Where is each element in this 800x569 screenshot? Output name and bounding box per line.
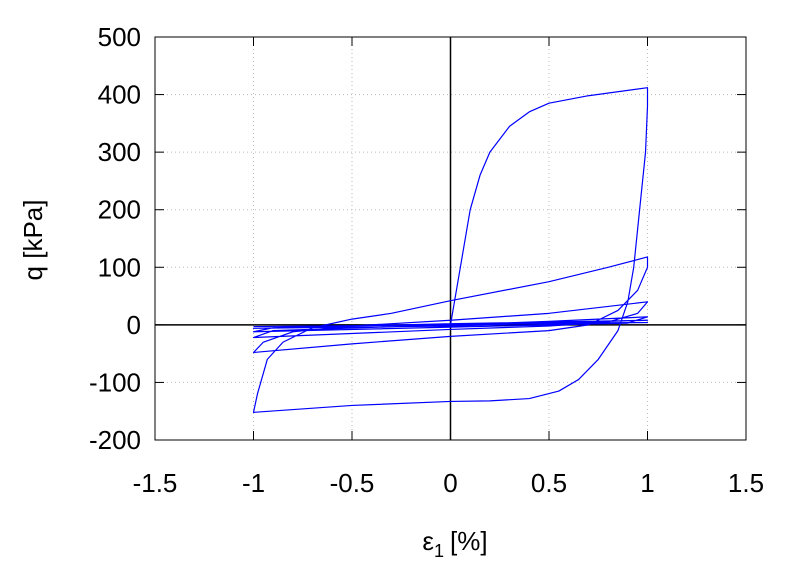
x-tick-label: 0 bbox=[443, 468, 457, 498]
x-axis-label: ε1 [%] bbox=[422, 526, 487, 561]
y-tick-label: 100 bbox=[98, 252, 141, 282]
x-tick-label: -1 bbox=[242, 468, 265, 498]
y-tick-label: -200 bbox=[89, 425, 141, 455]
y-tick-label: -100 bbox=[89, 367, 141, 397]
y-tick-label: 300 bbox=[98, 137, 141, 167]
x-tick-label: 1.5 bbox=[728, 468, 764, 498]
x-label-unit: [%] bbox=[450, 526, 488, 556]
y-tick-label: 500 bbox=[98, 22, 141, 52]
x-tick-label: 0.5 bbox=[531, 468, 567, 498]
y-axis-label: q [kPa] bbox=[18, 200, 48, 281]
x-tick-label: -0.5 bbox=[330, 468, 375, 498]
y-tick-label: 0 bbox=[127, 310, 141, 340]
data-line bbox=[252, 87, 649, 413]
x-tick-label: 1 bbox=[640, 468, 654, 498]
x-label-symbol: ε bbox=[422, 526, 434, 556]
x-label-subscript: 1 bbox=[434, 541, 444, 561]
y-tick-label: 400 bbox=[98, 80, 141, 110]
y-tick-label: 200 bbox=[98, 195, 141, 225]
plot-frame bbox=[154, 36, 747, 441]
x-tick-label: -1.5 bbox=[133, 468, 178, 498]
